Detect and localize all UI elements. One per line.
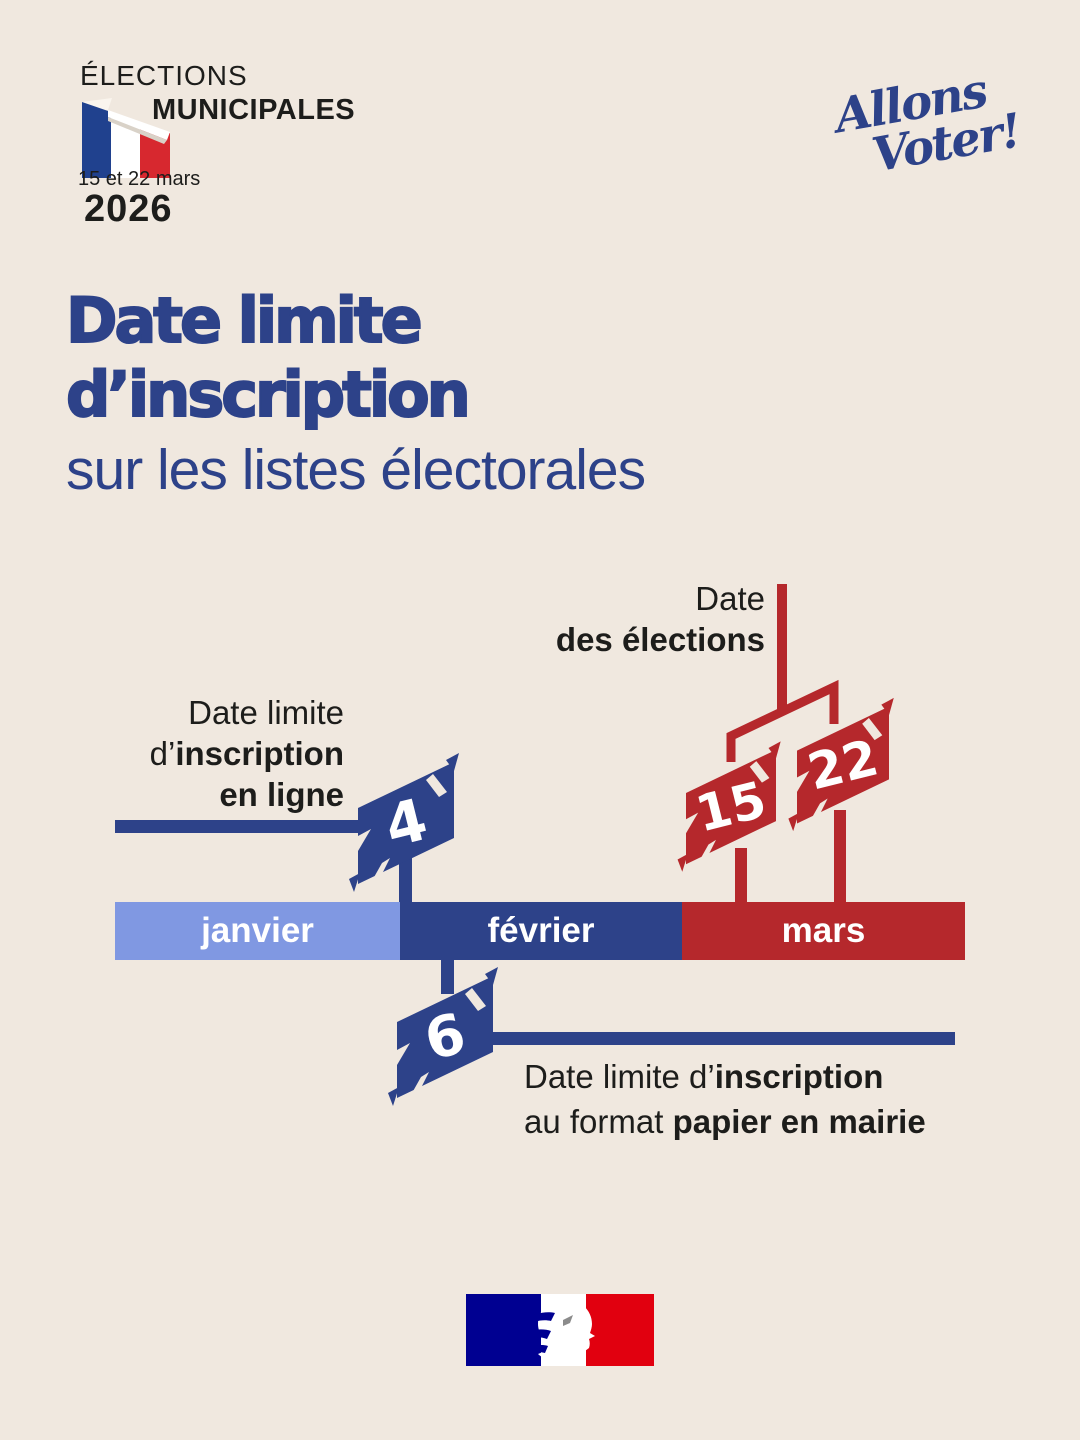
label-paper-deadline: Date limite d’inscription au format papi… <box>524 1054 964 1144</box>
connector-line-elections <box>777 584 787 714</box>
online-label-line2-light: d’ <box>149 735 176 772</box>
page-title: Date limite d’inscription sur les listes… <box>65 283 646 502</box>
paper-label-line2-bold: papier en mairie <box>672 1103 926 1140</box>
eyebrow-elections: ÉLECTIONS <box>80 60 248 91</box>
online-label-line1: Date limite <box>188 694 344 731</box>
marker-22-stem <box>834 810 846 904</box>
paper-label-line1-light: Date limite d’ <box>524 1058 715 1095</box>
allons-voter-logo: Allons Voter! <box>831 59 1045 184</box>
timeline-marker-15: 15 <box>677 741 781 872</box>
title-line-3: sur les listes électorales <box>66 438 646 502</box>
eyebrow-municipales: MUNICIPALES <box>152 94 356 126</box>
brush-flag-shape <box>788 697 894 832</box>
title-line-1: Date limite <box>65 283 424 358</box>
timeline-marker-6: 6 <box>388 967 498 1106</box>
french-flag-fold-icon <box>82 98 170 178</box>
marianne-republique-logo <box>466 1294 654 1366</box>
connector-line-online <box>115 820 377 833</box>
marker-6-stem <box>441 958 454 994</box>
marker-15-stem <box>735 848 747 904</box>
online-label-line2-bold: inscription <box>175 735 344 772</box>
connector-line-paper <box>478 1032 955 1045</box>
timeline-marker-22: 22 <box>788 697 894 832</box>
timeline-month-fevrier: février <box>400 902 682 960</box>
timeline-month-mars: mars <box>682 902 965 960</box>
paper-label-line1-bold: inscription <box>714 1058 884 1095</box>
timeline-month-janvier: janvier <box>115 902 400 960</box>
label-online-deadline: Date limite d’inscription en ligne <box>100 692 344 815</box>
header-dates: 15 et 22 mars <box>78 168 201 190</box>
paper-label-line2-light: au format <box>524 1103 673 1140</box>
label-election-dates: Date des élections <box>515 578 765 660</box>
elections-label-line2: des élections <box>555 621 765 658</box>
brush-flag-shape <box>388 967 498 1106</box>
brush-flag-shape <box>677 741 781 872</box>
timeline-marker-4: 4 <box>349 753 459 892</box>
elections-label-line1: Date <box>695 580 765 617</box>
elections-bracket <box>726 679 839 762</box>
header-year: 2026 <box>84 188 173 230</box>
title-line-2: d’inscription <box>65 357 472 432</box>
online-label-line3: en ligne <box>219 776 344 813</box>
brush-flag-shape <box>349 753 459 892</box>
timeline-bar: janvier février mars <box>115 902 965 960</box>
